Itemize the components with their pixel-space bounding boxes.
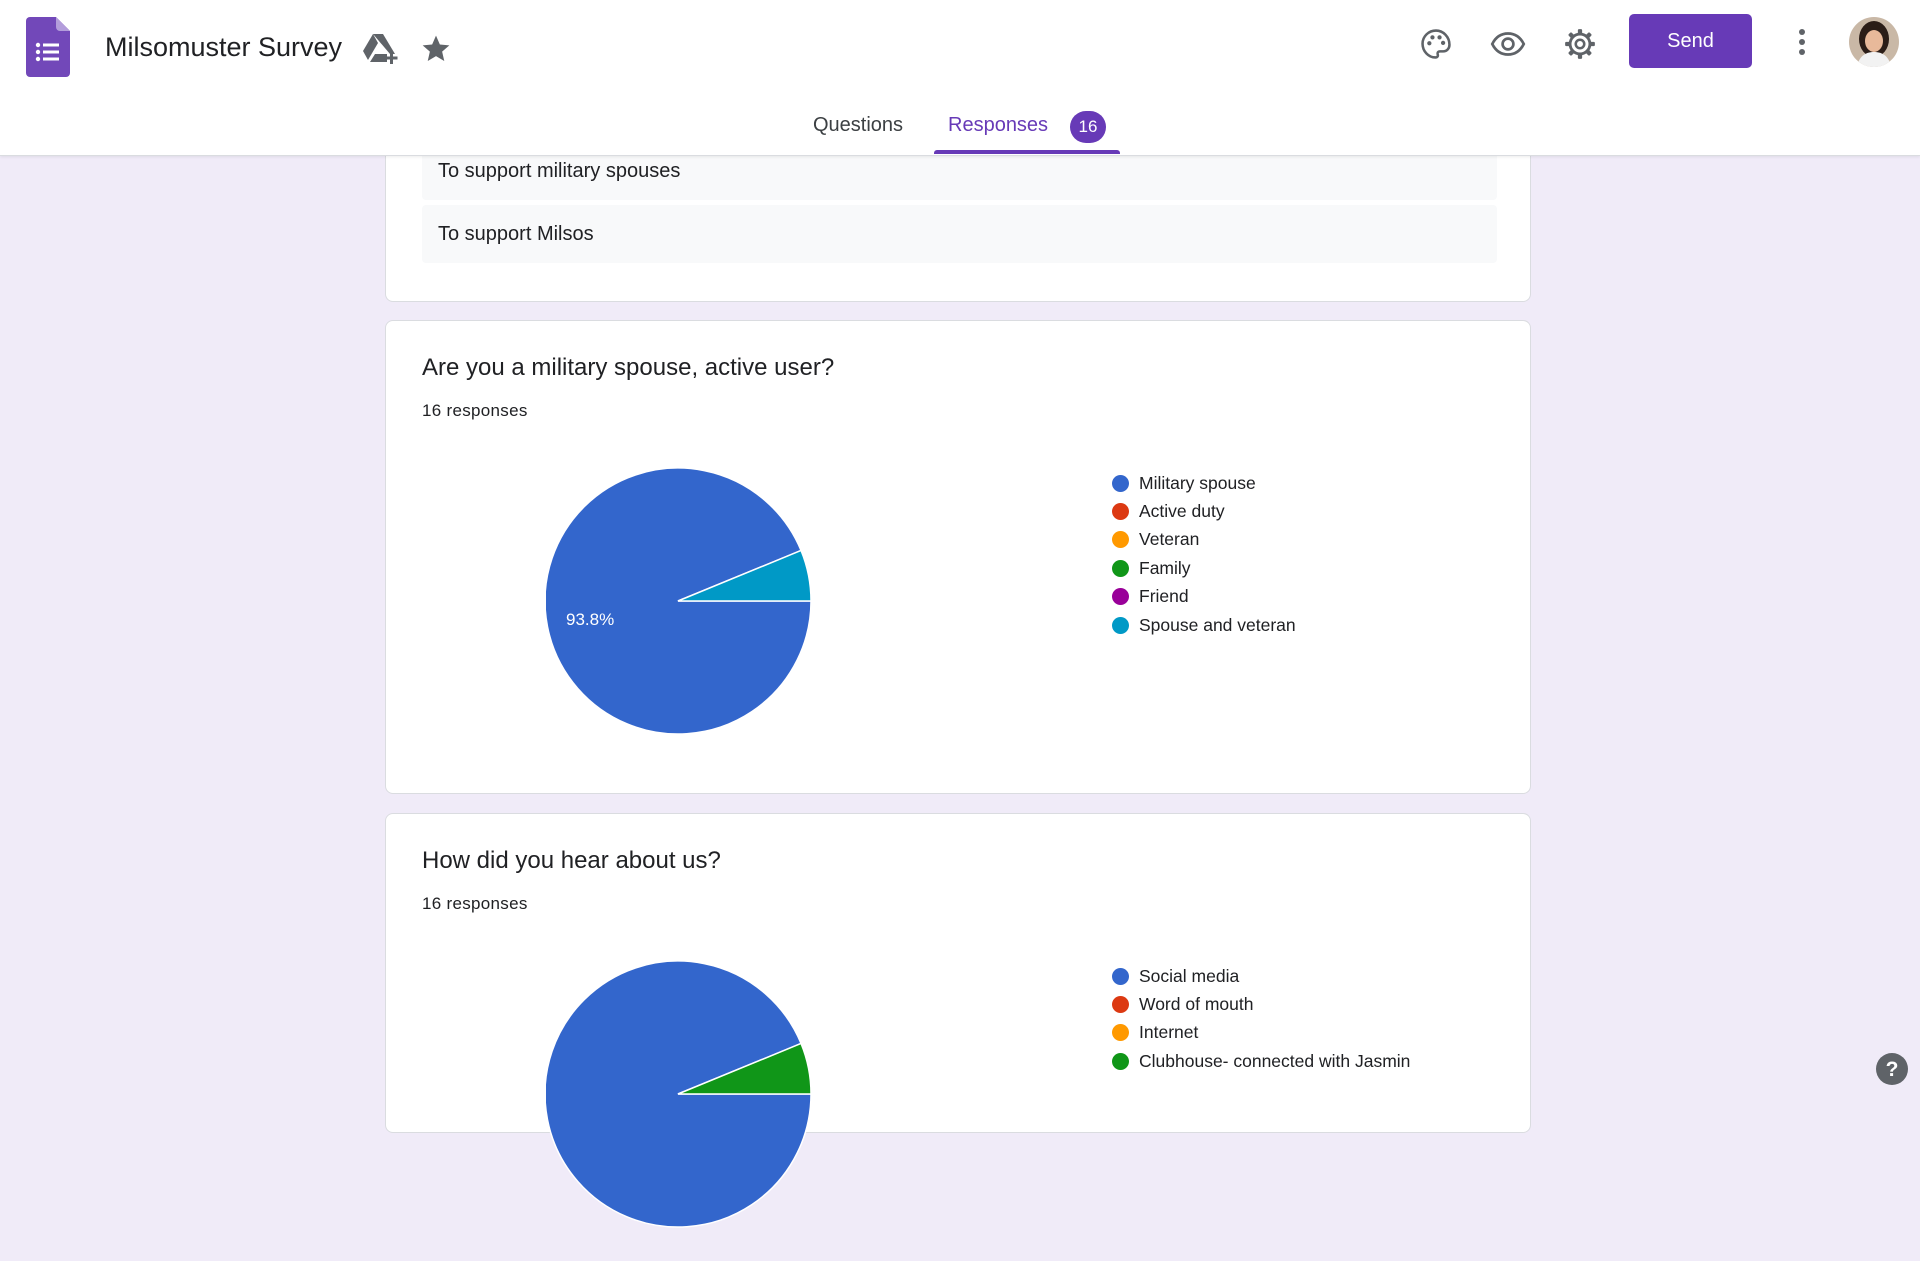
question-title: Are you a military spouse, active user? [422, 354, 835, 381]
question-card: Are you a military spouse, active user? … [385, 320, 1531, 794]
legend-label: Internet [1139, 1022, 1199, 1043]
pie-slice-clubhouse-connected-with-jasmin[interactable] [677, 1042, 812, 1095]
legend-label: Clubhouse- connected with Jasmin [1139, 1050, 1411, 1071]
star-icon[interactable] [418, 31, 454, 67]
legend-item[interactable]: Military spouse [1112, 469, 1296, 497]
more-vert-icon[interactable] [1784, 22, 1820, 62]
send-button[interactable]: Send [1629, 14, 1752, 68]
legend-dot [1112, 967, 1129, 985]
legend-dot [1112, 1024, 1129, 1042]
legend-dot [1112, 474, 1129, 492]
legend-item[interactable]: Friend [1112, 583, 1296, 611]
legend-label: Word of mouth [1139, 994, 1254, 1015]
legend-item[interactable]: Clubhouse- connected with Jasmin [1112, 1047, 1410, 1075]
account-avatar[interactable] [1849, 17, 1899, 67]
legend-item[interactable]: Internet [1112, 1019, 1410, 1047]
legend-dot [1112, 588, 1129, 606]
legend-dot [1112, 559, 1129, 577]
legend-item[interactable]: Active duty [1112, 497, 1296, 525]
legend-label: Family [1139, 557, 1191, 578]
legend-label: Military spouse [1139, 472, 1256, 493]
legend-dot [1112, 531, 1129, 549]
legend-label: Veteran [1139, 529, 1200, 550]
preview-eye-icon[interactable] [1488, 24, 1528, 64]
app-header: Milsomuster Survey [0, 0, 1920, 156]
question-card: How did you hear about us? 16 responses … [385, 813, 1531, 1228]
tab-responses[interactable]: Responses [948, 114, 1049, 136]
legend-label: Social media [1139, 965, 1240, 986]
active-tab-indicator [934, 150, 1120, 154]
pie-slice-spouse-and-veteran[interactable] [677, 549, 812, 602]
response-count: 16 responses [422, 894, 528, 913]
answer-row: To support Milsos [422, 205, 1497, 263]
gear-icon[interactable] [1560, 24, 1600, 64]
answer-text: To support military spouses [438, 159, 681, 182]
palette-icon[interactable] [1416, 24, 1456, 64]
legend-dot [1112, 503, 1129, 521]
pie-data-label: 93.8% [566, 610, 614, 629]
legend-dot [1112, 616, 1129, 634]
form-title[interactable]: Milsomuster Survey [105, 32, 343, 62]
answer-text: To support Milsos [438, 222, 594, 245]
legend-dot [1112, 996, 1129, 1014]
legend-item[interactable]: Family [1112, 554, 1296, 582]
pie-chart[interactable] [546, 961, 896, 1261]
pie-chart[interactable]: 93.8% [546, 468, 896, 768]
tab-questions[interactable]: Questions [813, 114, 904, 136]
legend-item[interactable]: Word of mouth [1112, 990, 1410, 1018]
question-title: How did you hear about us? [422, 847, 721, 874]
forms-logo-icon[interactable] [26, 17, 70, 77]
legend-item[interactable]: Veteran [1112, 526, 1296, 554]
chart-legend: Social media Word of mouth Internet Club… [1112, 962, 1410, 1076]
svg-text:?: ? [1886, 1058, 1899, 1081]
help-icon[interactable]: ? [1875, 1052, 1909, 1086]
drive-add-icon[interactable] [362, 31, 402, 67]
legend-dot [1112, 1052, 1129, 1070]
legend-item[interactable]: Spouse and veteran [1112, 611, 1296, 639]
legend-item[interactable]: Social media [1112, 962, 1410, 990]
legend-label: Spouse and veteran [1139, 614, 1296, 635]
response-count: 16 responses [422, 401, 528, 420]
legend-label: Friend [1139, 586, 1189, 607]
legend-label: Active duty [1139, 501, 1225, 522]
responses-count-badge: 16 [1070, 111, 1106, 143]
chart-legend: Military spouse Active duty Veteran Fami… [1112, 469, 1296, 639]
